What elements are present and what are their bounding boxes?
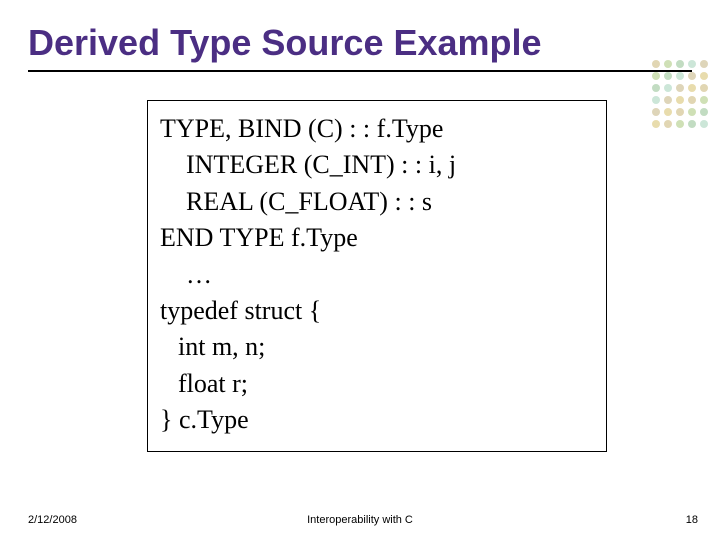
dot-icon xyxy=(664,120,672,128)
dot-icon xyxy=(652,84,660,92)
dot-icon xyxy=(688,96,696,104)
dot-icon xyxy=(700,108,708,116)
dot-icon xyxy=(676,72,684,80)
dot-icon xyxy=(700,84,708,92)
dot-icon xyxy=(652,120,660,128)
dot-icon xyxy=(664,60,672,68)
dot-icon xyxy=(676,120,684,128)
code-line: } c.Type xyxy=(160,402,594,438)
dot-icon xyxy=(700,72,708,80)
slide-title: Derived Type Source Example xyxy=(28,22,542,64)
dot-icon xyxy=(688,120,696,128)
code-line: float r; xyxy=(160,366,594,402)
code-line: REAL (C_FLOAT) : : s xyxy=(160,184,594,220)
dot-icon xyxy=(676,96,684,104)
dot-icon xyxy=(664,96,672,104)
dot-icon xyxy=(700,60,708,68)
title-underline xyxy=(28,70,692,72)
dot-icon xyxy=(652,60,660,68)
dot-icon xyxy=(664,108,672,116)
code-line: END TYPE f.Type xyxy=(160,220,594,256)
code-line: int m, n; xyxy=(160,329,594,365)
dot-icon xyxy=(652,108,660,116)
dot-icon xyxy=(688,108,696,116)
code-line: TYPE, BIND (C) : : f.Type xyxy=(160,111,594,147)
dot-icon xyxy=(700,120,708,128)
dot-icon xyxy=(664,84,672,92)
footer-page: 18 xyxy=(686,514,698,526)
dot-icon xyxy=(652,72,660,80)
dot-icon xyxy=(688,60,696,68)
dot-icon xyxy=(664,72,672,80)
dot-icon xyxy=(700,96,708,104)
code-line: INTEGER (C_INT) : : i, j xyxy=(160,147,594,183)
dot-icon xyxy=(676,84,684,92)
dot-icon xyxy=(652,96,660,104)
decorative-dots xyxy=(652,60,710,130)
code-line: typedef struct { xyxy=(160,293,594,329)
footer-center: Interoperability with C xyxy=(307,514,413,526)
footer-date: 2/12/2008 xyxy=(28,514,77,526)
dot-icon xyxy=(688,72,696,80)
dot-icon xyxy=(688,84,696,92)
dot-icon xyxy=(676,108,684,116)
code-line: … xyxy=(160,257,594,293)
dot-icon xyxy=(676,60,684,68)
code-box: TYPE, BIND (C) : : f.TypeINTEGER (C_INT)… xyxy=(147,100,607,452)
